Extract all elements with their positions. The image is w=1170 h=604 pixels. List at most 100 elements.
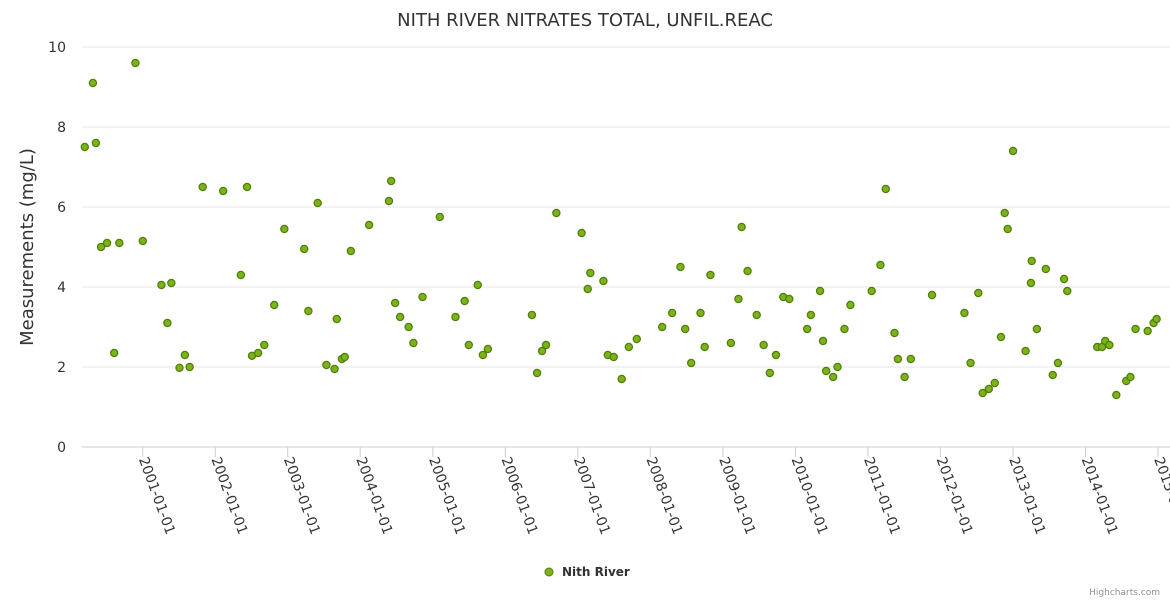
data-point[interactable] (617, 374, 626, 384)
data-point[interactable] (340, 352, 349, 362)
data-point[interactable] (966, 358, 975, 368)
data-point[interactable] (167, 278, 176, 288)
data-point[interactable] (1105, 340, 1114, 350)
data-point[interactable] (390, 298, 400, 308)
data-point[interactable] (1059, 274, 1069, 284)
data-point[interactable] (80, 142, 89, 152)
credits-link[interactable]: Highcharts.com (1089, 588, 1160, 598)
data-point[interactable] (404, 322, 413, 332)
data-point[interactable] (759, 340, 768, 350)
data-point[interactable] (700, 342, 709, 352)
data-point[interactable] (313, 198, 322, 208)
data-point[interactable] (828, 372, 838, 382)
data-point[interactable] (483, 344, 493, 354)
data-point[interactable] (609, 352, 618, 362)
data-point[interactable] (706, 270, 715, 280)
data-point[interactable] (785, 294, 794, 304)
data-point[interactable] (686, 358, 696, 368)
data-point[interactable] (818, 336, 828, 346)
data-point[interactable] (386, 176, 396, 186)
data-point[interactable] (1041, 264, 1051, 274)
data-point[interactable] (752, 310, 761, 320)
data-point[interactable] (765, 368, 775, 378)
data-point[interactable] (242, 182, 252, 192)
data-point[interactable] (157, 280, 166, 290)
data-point[interactable] (890, 328, 899, 338)
data-point[interactable] (833, 362, 842, 372)
data-point[interactable] (552, 208, 561, 218)
data-point[interactable] (88, 78, 98, 88)
data-point[interactable] (384, 196, 394, 206)
data-point[interactable] (91, 138, 101, 148)
data-point[interactable] (198, 182, 207, 192)
data-point[interactable] (131, 58, 140, 68)
data-point[interactable] (1000, 208, 1009, 218)
data-point[interactable] (1032, 324, 1042, 334)
data-point[interactable] (1021, 346, 1030, 356)
data-point[interactable] (418, 292, 427, 302)
data-point[interactable] (464, 340, 473, 350)
data-point[interactable] (657, 322, 667, 332)
data-point[interactable] (180, 350, 190, 360)
data-point[interactable] (1026, 278, 1036, 288)
data-point[interactable] (667, 308, 677, 318)
data-point[interactable] (960, 308, 969, 318)
data-point[interactable] (115, 238, 124, 248)
data-point[interactable] (1008, 146, 1018, 156)
data-point[interactable] (102, 238, 112, 248)
data-point[interactable] (802, 324, 812, 334)
data-point[interactable] (163, 318, 172, 328)
data-point[interactable] (218, 186, 228, 196)
legend[interactable]: Nith River (544, 565, 630, 579)
data-point[interactable] (927, 290, 937, 300)
data-point[interactable] (624, 342, 634, 352)
data-point[interactable] (840, 324, 849, 334)
data-point[interactable] (696, 308, 705, 318)
data-point[interactable] (676, 262, 685, 272)
data-point[interactable] (478, 350, 488, 360)
data-point[interactable] (435, 212, 445, 222)
data-point[interactable] (451, 312, 460, 322)
data-point[interactable] (304, 306, 313, 316)
data-point[interactable] (270, 300, 279, 310)
data-point[interactable] (1048, 370, 1057, 380)
data-point[interactable] (806, 310, 816, 320)
data-point[interactable] (409, 338, 418, 348)
data-point[interactable] (96, 242, 106, 252)
data-point[interactable] (537, 346, 547, 356)
data-point[interactable] (867, 286, 876, 296)
data-point[interactable] (771, 350, 781, 360)
data-point[interactable] (583, 284, 592, 294)
legend-item-nith-river[interactable]: Nith River (562, 565, 630, 579)
data-point[interactable] (1003, 224, 1012, 234)
data-point[interactable] (473, 280, 482, 290)
data-point[interactable] (532, 368, 542, 378)
data-point[interactable] (330, 364, 339, 374)
data-point[interactable] (737, 222, 746, 232)
data-point[interactable] (138, 236, 147, 246)
data-point[interactable] (395, 312, 405, 322)
data-point[interactable] (346, 246, 356, 256)
data-point[interactable] (900, 372, 909, 382)
data-point[interactable] (996, 332, 1006, 342)
data-point[interactable] (984, 384, 994, 394)
data-point[interactable] (876, 260, 885, 270)
data-point[interactable] (990, 378, 999, 388)
data-point[interactable] (299, 244, 309, 254)
data-point[interactable] (1152, 314, 1161, 324)
data-point[interactable] (632, 334, 641, 344)
data-point[interactable] (815, 286, 825, 296)
data-point[interactable] (260, 340, 269, 350)
data-point[interactable] (1126, 372, 1135, 382)
data-point[interactable] (322, 360, 331, 370)
data-point[interactable] (541, 340, 551, 350)
data-point[interactable] (236, 270, 246, 280)
data-point[interactable] (1112, 390, 1121, 400)
data-point[interactable] (364, 220, 374, 230)
data-point[interactable] (527, 310, 537, 320)
data-point[interactable] (734, 294, 743, 304)
data-point[interactable] (978, 388, 987, 398)
data-point[interactable] (599, 276, 608, 286)
data-point[interactable] (743, 266, 752, 276)
data-point[interactable] (974, 288, 983, 298)
